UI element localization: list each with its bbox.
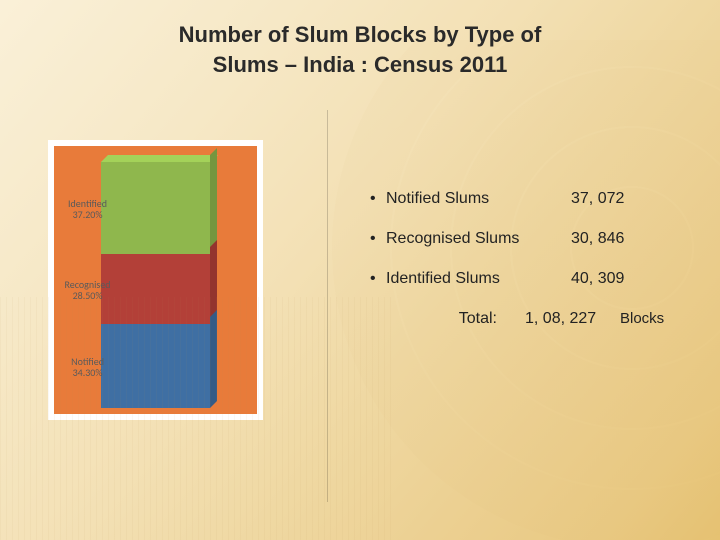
bullet-icon: • (370, 230, 386, 248)
label-identified-pct: 37.20% (73, 208, 103, 221)
slide-title: Number of Slum Blocks by Type of Slums –… (0, 20, 720, 79)
data-list: • Notified Slums 37, 072 • Recognised Sl… (370, 190, 700, 328)
list-item: • Identified Slums 40, 309 (370, 270, 700, 288)
list-item: • Recognised Slums 30, 846 (370, 230, 700, 248)
label-identified: Identified 37.20% (55, 198, 121, 221)
segment-notified-side (210, 310, 217, 408)
label-recognised: Recognised 28.50% (55, 279, 121, 302)
list-item: • Notified Slums 37, 072 (370, 190, 700, 208)
chart-plot-area: Identified 37.20% Recognised 28.50% Noti… (54, 146, 257, 414)
bullet-icon: • (370, 190, 386, 208)
item-value: 40, 309 (571, 270, 661, 288)
title-line-1: Number of Slum Blocks by Type of (179, 22, 542, 47)
total-value: 1, 08, 227 (525, 310, 620, 328)
bullet-icon: • (370, 270, 386, 288)
item-label: Notified Slums (386, 190, 571, 208)
item-label: Recognised Slums (386, 230, 571, 248)
total-label: Total: (370, 310, 525, 328)
label-notified: Notified 34.30% (55, 356, 121, 379)
chart-panel: Identified 37.20% Recognised 28.50% Noti… (48, 140, 263, 420)
label-notified-pct: 34.30% (73, 366, 103, 379)
total-unit: Blocks (620, 310, 664, 327)
segment-identified-side (210, 148, 217, 254)
total-row: Total: 1, 08, 227 Blocks (370, 310, 700, 328)
vertical-divider (327, 110, 328, 502)
segment-identified-cap (101, 155, 218, 162)
stacked-column: Identified 37.20% Recognised 28.50% Noti… (101, 162, 211, 408)
label-recognised-pct: 28.50% (73, 289, 103, 302)
item-value: 30, 846 (571, 230, 661, 248)
item-value: 37, 072 (571, 190, 661, 208)
item-label: Identified Slums (386, 270, 571, 288)
title-line-2: Slums – India : Census 2011 (213, 52, 508, 77)
